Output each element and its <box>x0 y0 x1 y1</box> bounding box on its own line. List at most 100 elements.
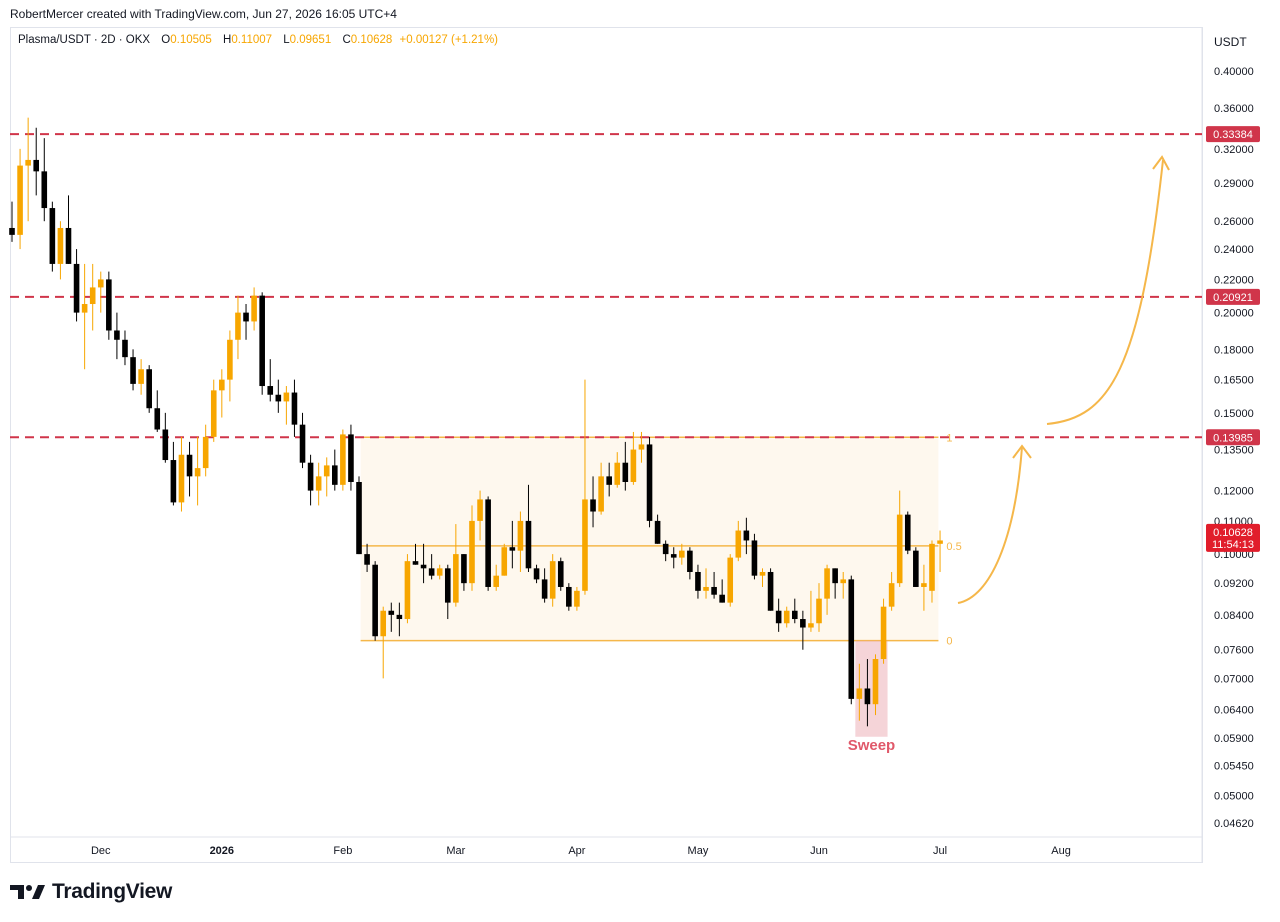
candle <box>89 263 96 331</box>
candle-body <box>574 590 580 607</box>
open-label: O <box>161 34 171 46</box>
candle-body <box>896 514 903 584</box>
candle-body <box>888 583 895 607</box>
candle <box>33 127 40 196</box>
candle <box>832 568 838 599</box>
candle <box>687 547 693 580</box>
candle <box>735 520 742 562</box>
candle-body <box>824 568 830 599</box>
x-tick-label: Feb <box>333 845 352 857</box>
candle-body <box>17 165 23 235</box>
candle <box>896 490 903 587</box>
candle <box>202 424 209 477</box>
candle <box>396 602 403 637</box>
candle-body <box>372 564 378 637</box>
candle-body <box>202 436 209 469</box>
candle <box>73 249 80 322</box>
candle-body <box>243 312 249 322</box>
tradingview-logo[interactable]: TradingView <box>10 880 172 904</box>
candle-body <box>162 429 169 461</box>
candle <box>469 505 475 591</box>
candle-body <box>81 304 88 313</box>
y-tick-label: 0.09200 <box>1214 578 1254 590</box>
low-value: 0.09651 <box>289 34 332 46</box>
y-tick-label: 0.32000 <box>1214 144 1254 156</box>
candle-body <box>219 379 225 391</box>
candle <box>81 263 88 370</box>
candle <box>65 195 72 264</box>
y-tick-label: 0.07600 <box>1214 645 1254 657</box>
candle <box>307 454 314 506</box>
y-tick-label: 0.20000 <box>1214 308 1254 320</box>
candle <box>775 598 782 632</box>
candle-body <box>146 369 152 409</box>
current-price-label: 0.10628 <box>1213 527 1253 539</box>
candle-body <box>138 369 144 384</box>
high-value: 0.11007 <box>231 34 273 46</box>
candle <box>412 543 419 565</box>
candle <box>541 568 548 603</box>
candle-body <box>783 610 790 624</box>
candle-body <box>428 568 435 576</box>
candle <box>453 524 459 607</box>
candle-body <box>687 550 693 572</box>
candle <box>937 530 943 572</box>
candle <box>525 484 532 572</box>
x-tick-label: Jul <box>933 845 947 857</box>
candle-body <box>670 554 677 558</box>
candle <box>154 390 161 432</box>
candle-body <box>525 520 532 569</box>
candle <box>259 292 265 395</box>
candle <box>727 554 734 607</box>
symbol-name[interactable]: Plasma/USDT · 2D · OKX <box>18 34 151 46</box>
candle-body <box>89 287 96 305</box>
currency-label[interactable]: USDT <box>1214 35 1247 49</box>
candle-body <box>816 598 822 624</box>
candle-body <box>590 499 596 512</box>
candle <box>533 564 540 584</box>
candle <box>146 365 152 413</box>
candle <box>243 304 249 340</box>
candle-body <box>477 499 483 521</box>
candle-body <box>614 462 621 485</box>
candle <box>921 564 927 611</box>
candle-body <box>848 579 855 699</box>
candle <box>461 554 467 591</box>
candle-body <box>283 392 290 402</box>
candle <box>574 586 580 611</box>
candle-body <box>461 554 467 584</box>
candle-body <box>791 610 798 620</box>
candle <box>679 543 685 565</box>
candle <box>299 412 306 469</box>
candle-body <box>420 564 427 569</box>
candle-body <box>759 571 766 576</box>
x-tick-label: Jun <box>810 845 828 857</box>
candle <box>106 271 112 340</box>
chart-credit: RobertMercer created with TradingView.co… <box>10 7 397 21</box>
candle <box>17 148 23 250</box>
candle-body <box>291 392 298 425</box>
candle-body <box>808 623 814 628</box>
candle-body <box>469 520 475 584</box>
candle-body <box>493 575 499 587</box>
candle <box>840 571 847 599</box>
candle-body <box>114 330 120 340</box>
candle-body <box>57 227 64 264</box>
candle-body <box>307 462 314 491</box>
candle <box>210 379 217 442</box>
candle <box>348 424 354 491</box>
y-tick-label: 0.40000 <box>1214 66 1254 78</box>
y-tick-label: 0.10000 <box>1214 549 1254 561</box>
sweep-label: Sweep <box>848 737 896 754</box>
candle <box>420 543 427 584</box>
candle <box>517 511 524 572</box>
candle-body <box>767 571 774 611</box>
candle <box>162 412 169 463</box>
candle <box>751 533 758 580</box>
resistance-price-label: 0.20921 <box>1213 292 1253 304</box>
candle <box>170 441 177 506</box>
candle <box>194 436 201 506</box>
candle-body <box>485 499 491 587</box>
candle-body <box>541 579 548 599</box>
